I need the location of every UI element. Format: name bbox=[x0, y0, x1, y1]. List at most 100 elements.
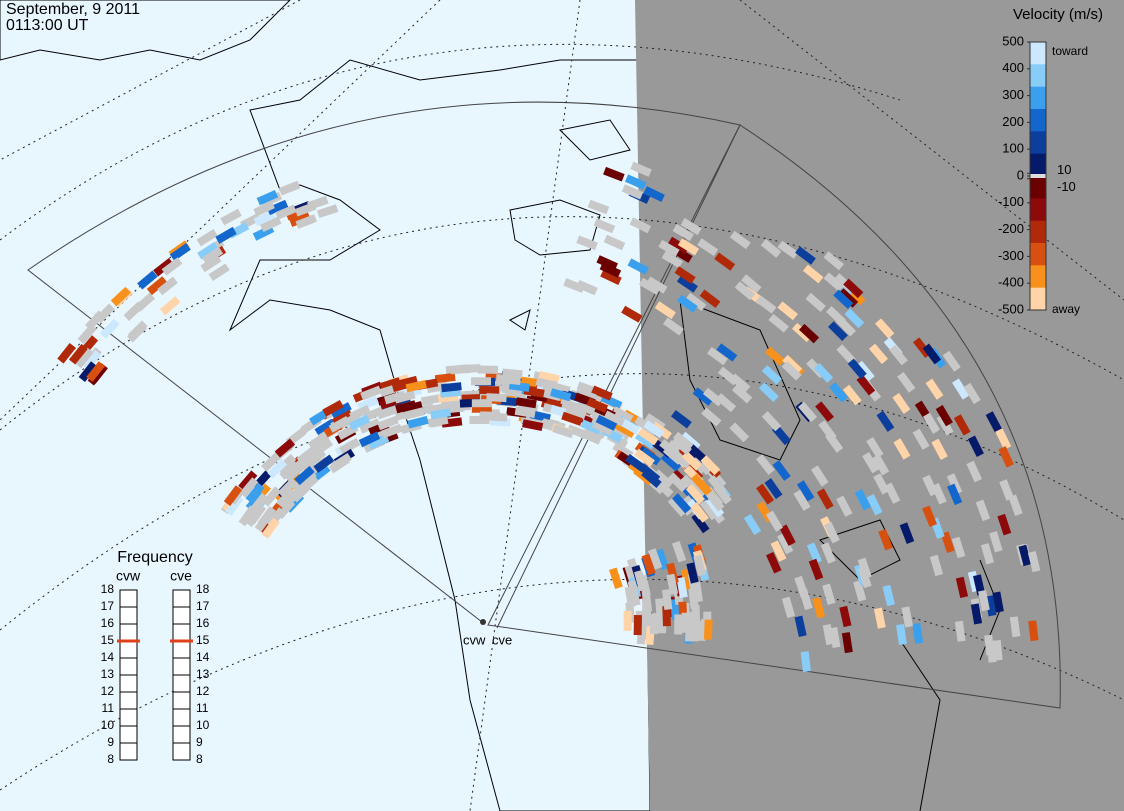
echo-cell bbox=[322, 399, 344, 417]
radar-name: cve bbox=[170, 568, 192, 584]
echo-cell bbox=[680, 218, 702, 236]
echo-cell bbox=[225, 494, 244, 516]
echo-cell bbox=[381, 423, 403, 439]
echo-cell bbox=[685, 484, 706, 505]
echo-cell bbox=[795, 246, 816, 265]
frequency-tick-label: 15 bbox=[101, 633, 115, 647]
echo-cell bbox=[253, 200, 275, 217]
colorbar-band bbox=[1030, 42, 1046, 65]
echo-cell bbox=[873, 607, 886, 629]
frequency-tick-label: 15 bbox=[196, 633, 210, 647]
echo-cell bbox=[667, 472, 688, 493]
echo-cell bbox=[800, 651, 811, 672]
echo-cell bbox=[734, 281, 756, 301]
echo-cell bbox=[563, 278, 585, 293]
echo-cell bbox=[756, 454, 775, 475]
echo-cell bbox=[989, 531, 1003, 553]
echo-cell bbox=[245, 482, 265, 504]
echo-cell bbox=[595, 414, 618, 431]
echo-cell bbox=[862, 452, 880, 474]
echo-cell bbox=[841, 632, 853, 654]
echo-cell bbox=[811, 465, 829, 487]
echo-cell bbox=[314, 418, 336, 437]
colorbar-band bbox=[1030, 220, 1046, 244]
echo-cell bbox=[671, 540, 687, 563]
echo-cell bbox=[936, 414, 954, 436]
echo-cell bbox=[278, 180, 301, 196]
echo-cell bbox=[215, 226, 237, 244]
echo-cell bbox=[515, 397, 537, 409]
echo-cell bbox=[929, 554, 944, 577]
echo-cell bbox=[196, 229, 218, 247]
echo-cell bbox=[731, 384, 753, 404]
echo-cell bbox=[238, 505, 257, 527]
echo-cell bbox=[802, 264, 824, 284]
echo-cell bbox=[875, 318, 895, 339]
echo-cell bbox=[854, 489, 871, 511]
echo-cell bbox=[307, 431, 329, 450]
frequency-tick-label: 11 bbox=[196, 701, 209, 715]
echo-cell bbox=[593, 218, 616, 234]
echo-cell bbox=[853, 580, 867, 602]
echo-cell bbox=[866, 494, 883, 516]
echo-cell bbox=[640, 447, 662, 466]
echo-cell bbox=[434, 372, 456, 384]
echo-cell bbox=[627, 258, 649, 275]
colorbar-zero bbox=[1030, 174, 1046, 178]
colorbar-tick-label: 10 bbox=[1057, 162, 1071, 177]
echo-cell bbox=[671, 449, 692, 469]
echo-cell bbox=[360, 385, 382, 401]
echo-cell bbox=[477, 365, 499, 374]
echo-cell bbox=[316, 204, 339, 219]
echo-cell bbox=[873, 473, 890, 495]
echo-cell bbox=[823, 272, 844, 292]
echo-cell bbox=[86, 361, 106, 382]
echo-cell bbox=[716, 343, 738, 362]
echo-cell bbox=[998, 446, 1014, 468]
time: 0113:00 UT bbox=[6, 17, 89, 34]
echo-cell bbox=[838, 288, 859, 308]
frequency-tick-label: 12 bbox=[101, 684, 115, 698]
echo-cell bbox=[559, 398, 582, 412]
echo-cell bbox=[328, 416, 351, 433]
echo-cell bbox=[822, 583, 836, 605]
echo-cell bbox=[576, 280, 598, 296]
echo-cell bbox=[836, 344, 856, 365]
echo-cell bbox=[824, 521, 840, 544]
echo-cell bbox=[441, 382, 462, 393]
echo-cell bbox=[777, 532, 794, 555]
echo-cell bbox=[707, 347, 728, 366]
station-label: cvw bbox=[463, 632, 486, 647]
colorbar-band bbox=[1030, 131, 1046, 155]
echo-cell bbox=[486, 412, 508, 422]
echo-cell bbox=[471, 399, 492, 408]
echo-cell bbox=[566, 424, 589, 440]
echo-cell bbox=[798, 401, 818, 423]
echo-cell bbox=[912, 622, 924, 644]
colorbar-tick-label: -400 bbox=[998, 275, 1024, 290]
echo-cell bbox=[951, 536, 966, 559]
colorbar-band bbox=[1030, 64, 1046, 88]
echo-cell bbox=[892, 392, 911, 414]
echo-cell bbox=[808, 558, 824, 581]
echo-cell bbox=[816, 488, 834, 510]
echo-cell bbox=[764, 346, 786, 366]
echo-cell bbox=[899, 522, 915, 544]
echo-cell bbox=[197, 242, 219, 260]
echo-cell bbox=[576, 401, 598, 416]
echo-cell bbox=[690, 502, 709, 523]
echo-cell bbox=[715, 393, 737, 413]
echo-cell bbox=[704, 619, 713, 640]
echo-cell bbox=[394, 390, 416, 404]
echo-cell bbox=[935, 405, 953, 427]
echo-cell bbox=[339, 437, 361, 455]
echo-cell bbox=[820, 542, 836, 564]
echo-cell bbox=[359, 418, 381, 434]
echo-cell bbox=[815, 401, 834, 422]
colorbar-band bbox=[1030, 176, 1046, 199]
echo-cell bbox=[687, 477, 707, 498]
echo-cell bbox=[761, 411, 782, 432]
echo-cell bbox=[591, 385, 613, 401]
echo-cell bbox=[146, 276, 168, 296]
echo-cell bbox=[420, 393, 442, 406]
